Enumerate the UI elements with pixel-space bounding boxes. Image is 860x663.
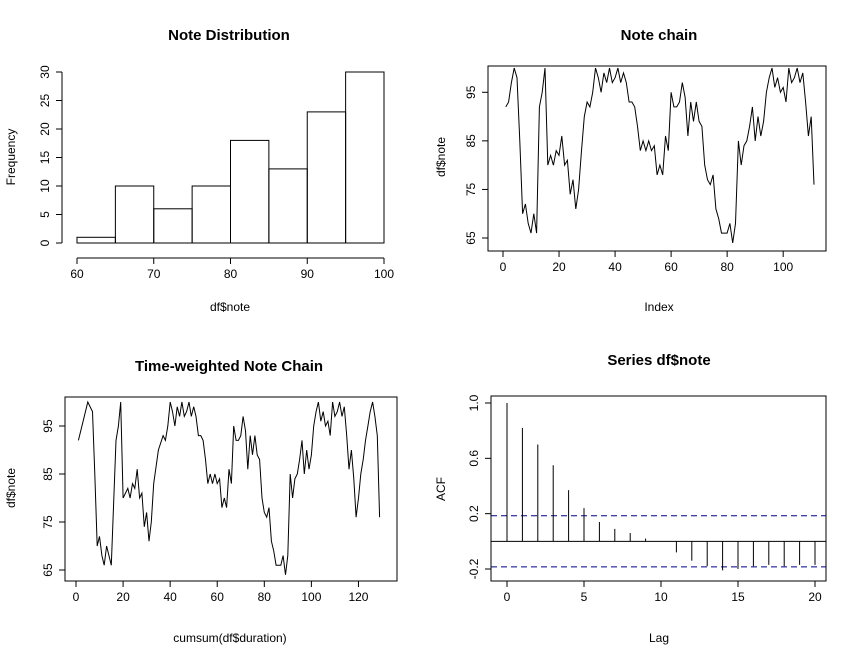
chain-x-tick-label: 60 <box>664 260 678 274</box>
hist-x-tick-label: 80 <box>224 267 238 281</box>
chain-title: Note chain <box>621 27 698 44</box>
hist-y-tick-label: 20 <box>38 122 52 136</box>
tw-y-tick-label: 85 <box>41 467 55 481</box>
tw-x-tick-label: 0 <box>73 590 80 604</box>
tw-plot-box <box>64 396 398 582</box>
hist-x-axis: 60 70 80 90 100 <box>70 257 394 281</box>
tw-x-tick-label: 40 <box>163 590 177 604</box>
tw-y-tick-label: 95 <box>41 419 55 433</box>
tw-title: Time-weighted Note Chain <box>135 358 323 375</box>
chain-series <box>505 67 815 243</box>
acf-ylabel: ACF <box>434 477 448 501</box>
hist-y-tick-label: 15 <box>38 151 52 165</box>
hist-xlabel: df$note <box>210 300 250 314</box>
acf-bars <box>506 403 816 571</box>
tw-series <box>77 400 381 575</box>
chain-x-tick-label: 100 <box>773 260 793 274</box>
chain-xlabel: Index <box>644 300 673 314</box>
hist-bar <box>153 208 193 244</box>
tw-ylabel: df$note <box>4 468 18 508</box>
tw-line <box>77 400 381 575</box>
chain-line <box>505 67 815 243</box>
hist-x-tick-label: 70 <box>147 267 161 281</box>
chain-x-tick-label: 80 <box>720 260 734 274</box>
hist-bar <box>306 111 347 244</box>
chain-y-tick-label: 75 <box>464 182 478 196</box>
panel-note-chain: Note chain Index df$note 0 20 40 60 80 100 65… <box>434 27 827 314</box>
tw-x-axis: 0 20 40 60 80 100 120 <box>73 580 369 604</box>
acf-x-tick-label: 20 <box>808 590 822 604</box>
hist-bar <box>268 168 308 244</box>
acf-x-tick-label: 0 <box>504 590 511 604</box>
hist-x-tick-label: 100 <box>374 267 394 281</box>
hist-x-tick-label: 60 <box>70 267 84 281</box>
hist-x-tick-label: 90 <box>301 267 315 281</box>
acf-y-axis: -0.2 0.2 0.6 1.0 <box>467 394 492 579</box>
hist-bar <box>114 185 155 244</box>
chain-y-tick-label: 85 <box>464 134 478 148</box>
chain-x-tick-label: 40 <box>608 260 622 274</box>
chain-x-axis: 0 20 40 60 80 100 <box>500 250 794 274</box>
tw-y-tick-label: 65 <box>41 563 55 577</box>
tw-xlabel: cumsum(df$duration) <box>173 631 286 645</box>
hist-bar <box>230 139 270 244</box>
acf-x-axis: 0 5 10 15 20 <box>504 580 822 604</box>
tw-y-tick-label: 75 <box>41 515 55 529</box>
chain-ylabel: df$note <box>434 137 448 177</box>
hist-y-axis: 0 5 10 15 20 25 30 <box>38 65 63 246</box>
hist-ylabel: Frequency <box>4 129 18 186</box>
hist-y-tick-label: 25 <box>38 94 52 108</box>
acf-xlabel: Lag <box>649 631 669 645</box>
acf-x-tick-label: 15 <box>731 590 745 604</box>
tw-x-tick-label: 20 <box>116 590 130 604</box>
acf-x-tick-label: 10 <box>654 590 668 604</box>
acf-title: Series df$note <box>607 352 710 369</box>
tw-x-tick-label: 120 <box>348 590 368 604</box>
hist-y-tick-label: 30 <box>38 65 52 79</box>
panel-acf: Series df$note Lag ACF 0 5 10 15 20 -0.2 0.2 0… <box>434 352 827 645</box>
acf-x-tick-label: 5 <box>581 590 588 604</box>
acf-y-tick-label: 0.6 <box>467 450 481 467</box>
acf-y-tick-label: 1.0 <box>467 394 481 411</box>
tw-y-axis: 65 75 85 95 <box>41 419 66 577</box>
acf-y-tick-label: -0.2 <box>467 558 481 579</box>
tw-x-tick-label: 100 <box>301 590 321 604</box>
acf-plot-box <box>490 395 827 582</box>
hist-y-tick-label: 0 <box>38 239 52 246</box>
hist-bar <box>191 185 231 244</box>
hist-bar <box>76 236 116 244</box>
panel-time-weighted: Time-weighted Note Chain cumsum(df$durat… <box>4 358 398 645</box>
acf-y-tick-label: 0.2 <box>467 505 481 522</box>
acf-confidence-lines <box>491 515 826 568</box>
hist-y-tick-label: 10 <box>38 179 52 193</box>
hist-y-tick-label: 5 <box>38 211 52 218</box>
tw-x-tick-label: 80 <box>258 590 272 604</box>
chain-y-axis: 65 75 85 95 <box>464 85 489 245</box>
hist-title: Note Distribution <box>168 27 290 44</box>
hist-bars <box>76 71 385 244</box>
chain-y-tick-label: 65 <box>464 231 478 245</box>
hist-bar <box>345 71 385 244</box>
tw-x-tick-label: 60 <box>211 590 225 604</box>
chain-y-tick-label: 95 <box>464 85 478 99</box>
panel-histogram: Note Distribution df$note Frequency 60 70… <box>4 27 394 314</box>
chain-x-tick-label: 0 <box>500 260 507 274</box>
chain-x-tick-label: 20 <box>552 260 566 274</box>
